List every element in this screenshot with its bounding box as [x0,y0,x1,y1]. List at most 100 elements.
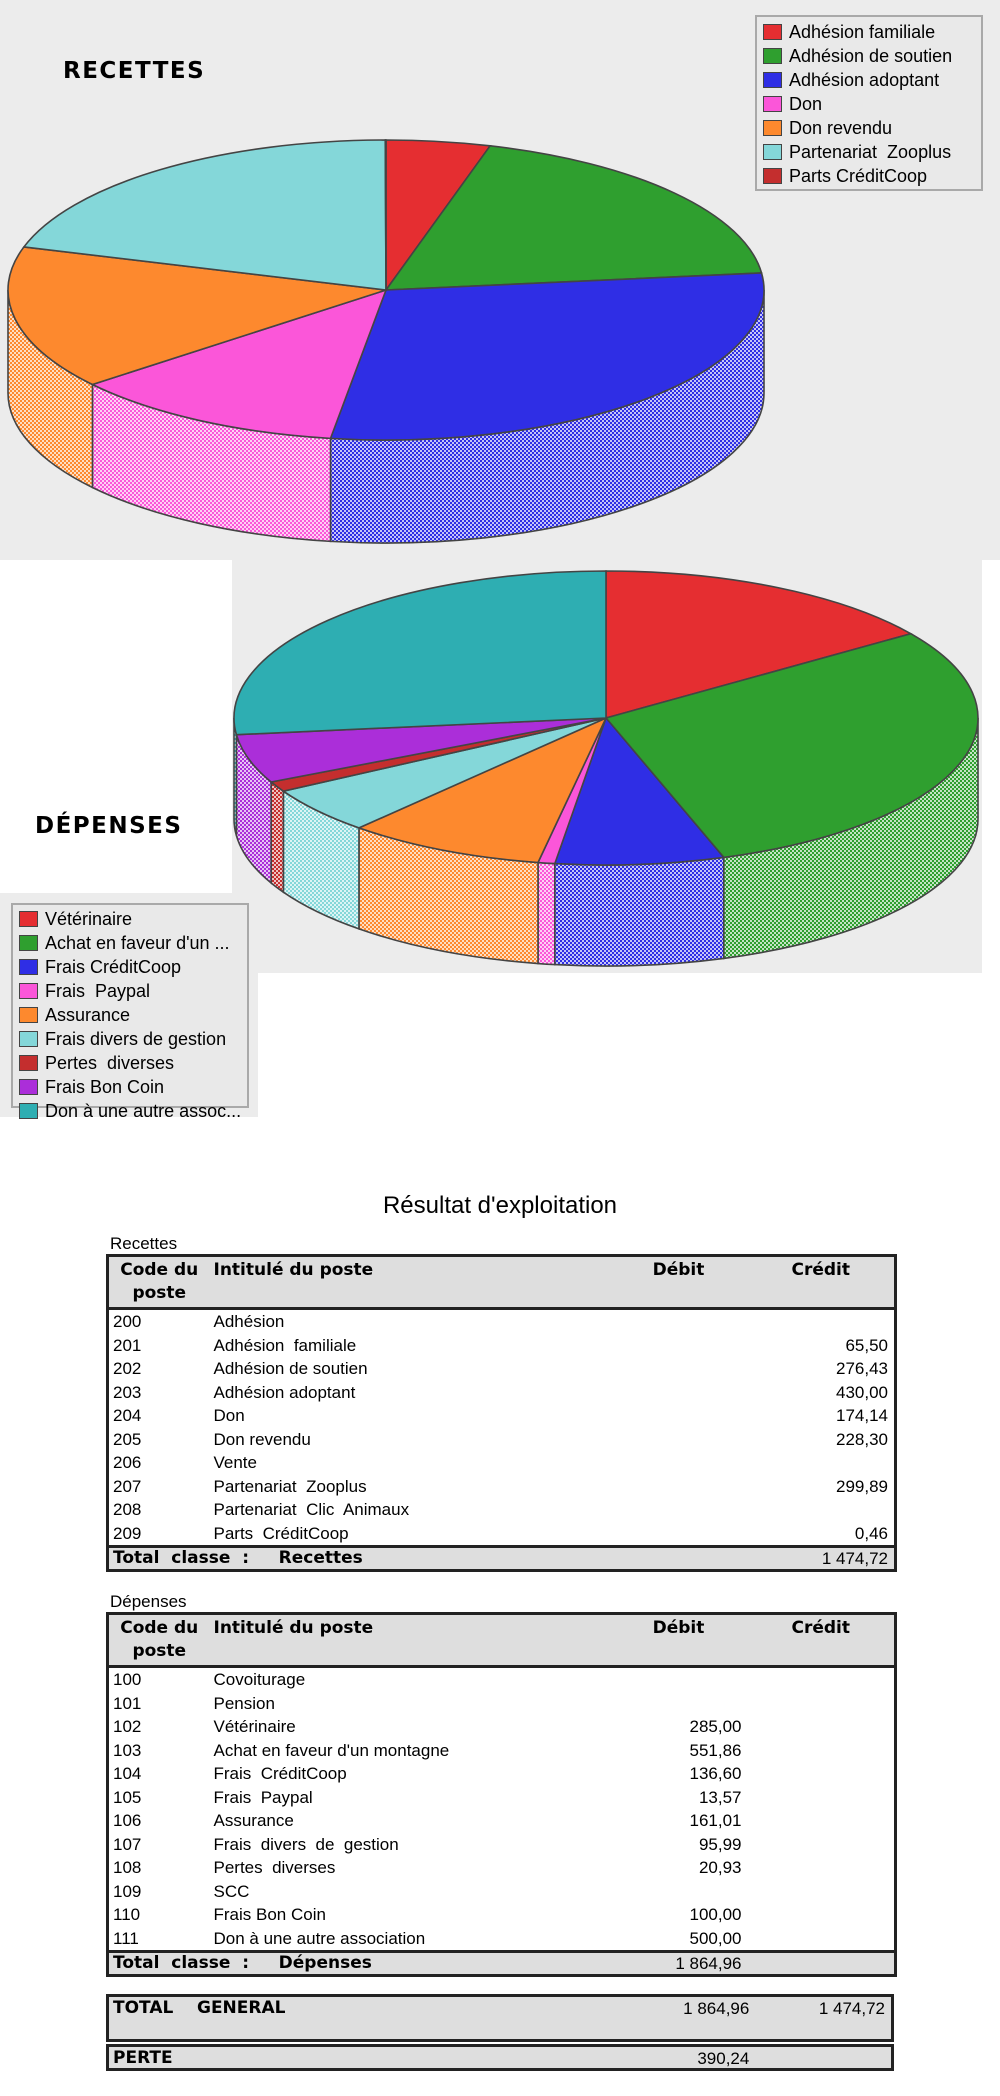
pie-slice-4 [356,716,608,864]
table-row: 201 Adhésion familiale 65,50 [108,1334,896,1358]
cell-debit: 95,99 [698,1834,742,1854]
cell-label: Frais Paypal [213,1787,313,1807]
table-row: 106 Assurance 161,01 [108,1809,896,1833]
table-row: 100 Covoiturage [108,1667,896,1692]
legend-label: Vétérinaire [45,908,133,929]
cell-debit [610,1498,748,1522]
cell-credit [748,1498,896,1522]
legend-swatch [19,1103,38,1119]
cell-debit: 20,93 [698,1858,742,1877]
legend-swatch [19,983,38,999]
cell-code: 101 [113,1693,142,1713]
legend-item: Frais CréditCoop [19,955,241,979]
table-row: 206 Vente [108,1451,896,1475]
legend-swatch [763,168,782,184]
depenses-section-label: Dépenses [110,1592,187,1611]
cell-debit: 285,00 [689,1717,742,1736]
table-row: 103 Achat en faveur d'un montagne 551,86 [108,1739,896,1763]
cell-code: 207 [113,1476,142,1496]
cell-label: Vente [213,1453,258,1472]
cell-label: Don [213,1406,245,1425]
legend-swatch [19,1031,38,1047]
legend-label: Parts CréditCoop [789,165,928,186]
legend-swatch [763,120,782,136]
cell-debit [610,1404,748,1428]
cell-credit: 276,43 [836,1359,888,1378]
col-label-header: Intitulé du poste [209,1255,610,1309]
recettes-pie-chart [7,139,765,544]
cell-code: 200 [113,1312,142,1331]
cell-label: Parts CréditCoop [213,1523,349,1543]
legend-label: Don à une autre assoc... [45,1100,241,1121]
legend-label: Assurance [45,1004,131,1025]
pie-side-2 [554,856,725,967]
depenses-table: Code du poste Intitulé du poste Débit Cr… [106,1612,897,1977]
perte-label: PERTE [113,2048,173,2068]
cell-credit: 430,00 [836,1382,888,1402]
legend-label: Adhésion familiale [789,21,936,42]
legend-label: Adhésion adoptant [789,69,940,90]
table-row: 209 Parts CréditCoop 0,46 [108,1522,896,1547]
table-row: 109 SCC [108,1880,896,1904]
table-header-row: Code du poste Intitulé du poste Débit Cr… [107,1255,896,1309]
cell-debit: 136,60 [689,1764,742,1783]
cell-code: 203 [113,1382,142,1402]
cell-label: Pertes diverses [213,1858,336,1877]
pie-slice-1 [604,632,979,859]
cell-label: Assurance [213,1811,294,1830]
cell-code: 102 [113,1717,142,1736]
legend-label: Don [789,93,823,114]
pie-sides [233,717,979,967]
cell-credit [748,1309,896,1334]
legend-item: Frais divers de gestion [19,1027,241,1051]
legend-swatch [19,1007,38,1023]
cell-credit [748,1739,896,1763]
legend-label: Achat en faveur d'un ... [45,932,230,953]
legend-item: Adhésion adoptant [763,68,975,92]
pie-slice-2 [329,272,765,441]
cell-credit: 65,50 [845,1335,888,1355]
total-credit: 1 474,72 [821,1549,888,1568]
legend-swatch [763,48,782,64]
legend-swatch [19,911,38,927]
cell-label: Frais divers de gestion [213,1834,399,1854]
cell-credit [748,1927,896,1952]
cell-label: Frais CréditCoop [213,1764,347,1783]
col-debit-header: Débit [609,1613,748,1667]
legend-label: Frais Bon Coin [45,1076,165,1097]
cell-debit [610,1451,748,1475]
table-row: 208 Partenariat Clic Animaux [108,1498,896,1522]
recettes-table: Code du poste Intitulé du poste Débit Cr… [106,1254,897,1572]
pie-slice-4 [7,246,387,386]
pie-slice-3 [90,288,388,440]
cell-credit: 228,30 [836,1429,888,1449]
cell-credit: 0,46 [854,1523,888,1543]
cell-label: Achat en faveur d'un montagne [213,1740,450,1760]
pie-slice-2 [553,716,726,866]
perte-debit: 390,24 [697,2049,750,2068]
cell-code: 100 [113,1670,142,1689]
cell-code: 209 [113,1523,142,1543]
cell-label: Partenariat Clic Animaux [213,1500,410,1519]
cell-credit [748,1451,896,1475]
legend-label: Adhésion de soutien [789,45,953,66]
cell-code: 208 [113,1500,142,1519]
table-row: 101 Pension [108,1692,896,1716]
legend-label: Pertes diverses [45,1052,175,1073]
cell-credit [748,1667,896,1692]
cell-label: Vétérinaire [213,1717,296,1736]
pie-top [7,139,765,441]
depenses-legend-panel: Vétérinaire Achat en faveur d'un ... Frais… [0,893,258,1121]
cell-code: 201 [113,1335,142,1355]
cell-code: 104 [113,1764,142,1783]
legend-swatch [19,1079,38,1095]
legend-item: Vétérinaire [19,907,241,931]
table-row: 204 Don 174,14 [108,1404,896,1428]
cell-debit [610,1309,748,1334]
cell-credit: 174,14 [836,1406,888,1425]
cell-debit: 500,00 [689,1928,742,1948]
cell-debit: 161,01 [689,1811,742,1830]
cell-debit [610,1692,748,1716]
pie-side-3 [537,861,556,966]
legend-swatch [763,24,782,40]
